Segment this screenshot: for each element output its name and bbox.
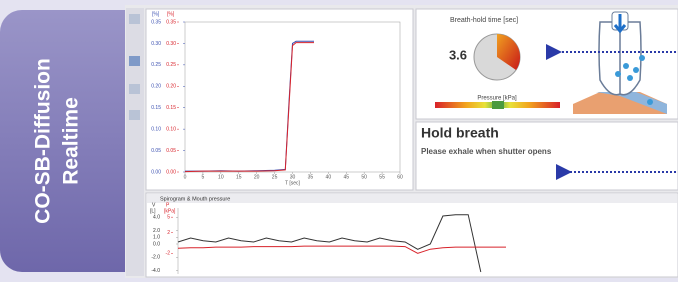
x-axis-label: T [sec] [285,180,301,186]
y-tick-label: 0.15 [151,105,161,111]
x-tick-label: 45 [343,174,349,180]
y-tick-label: 0.0 [153,241,160,247]
tool-icon[interactable] [129,84,140,94]
pressure-marker [492,101,504,109]
y2-tick-label: 0.30 [166,41,176,47]
y-tick-label: 0.25 [151,62,161,68]
y2-tick-label: 0.00 [166,169,176,175]
y2-tick-label: -2 [166,251,171,257]
y2-axis-label: [%] [167,11,175,17]
y2-tick-label: 0.15 [166,105,176,111]
x-tick-label: 5 [202,174,205,180]
y2-tick-label: 0.35 [166,19,176,25]
y2-axis-unit: [kPa] [164,208,176,214]
y-tick-label: 1.0 [153,235,160,241]
x-tick-label: 40 [326,174,332,180]
y-tick-label: 0.35 [151,19,161,25]
page: {"sidebar": {"line1": "CO-SB-Diffusion",… [0,0,678,282]
sidebar-title: Realtime [60,97,83,185]
tool-icon[interactable] [129,56,140,66]
x-tick-label: 50 [361,174,367,180]
breath-hold-value: 3.6 [449,47,467,62]
x-tick-label: 55 [379,174,385,180]
y-tick-label: 0.05 [151,148,161,154]
x-tick-label: 0 [184,174,187,180]
y2-tick-label: 0.25 [166,62,176,68]
y-tick-label: -4.0 [151,268,160,274]
y-tick-label: 4.0 [153,215,160,221]
y-axis-unit: [L] [150,208,156,214]
toolbar [126,8,144,276]
x-tick-label: 20 [254,174,260,180]
tool-icon[interactable] [129,14,140,24]
y-tick-label: 0.10 [151,126,161,132]
spirogram-title: Spirogram & Mouth pressure [160,196,230,202]
x-tick-label: 15 [236,174,242,180]
screen: CO-SB-Diffusion Realtime Breath-hold tim… [0,0,678,282]
sidebar-title: CO-SB-Diffusion [32,58,55,224]
x-tick-label: 25 [272,174,278,180]
instruction-message: Please exhale when shutter opens [421,147,552,156]
tool-icon[interactable] [129,110,140,120]
y-tick-label: 0.30 [151,41,161,47]
y2-tick-label: 0.20 [166,84,176,90]
x-tick-label: 10 [218,174,224,180]
y2-tick-label: 0.10 [166,126,176,132]
spirogram-panel [146,193,678,277]
gas-panel [146,9,413,190]
x-tick-label: 60 [397,174,403,180]
y2-tick-label: 5 [167,214,170,220]
pressure-label: Pressure [kPa] [477,96,517,102]
y-tick-label: 2.0 [153,228,160,234]
y2-tick-label: 2 [167,230,170,236]
y2-tick-label: 0.05 [166,148,176,154]
y-tick-label: 0.20 [151,84,161,90]
y-tick-label: 0.00 [151,169,161,175]
breath-hold-title: Breath-hold time [sec] [450,17,518,24]
x-tick-label: 35 [308,174,314,180]
y-axis-label: [%] [152,11,160,17]
y-tick-label: -2.0 [151,255,160,261]
instruction-title: Hold breath [421,125,499,141]
